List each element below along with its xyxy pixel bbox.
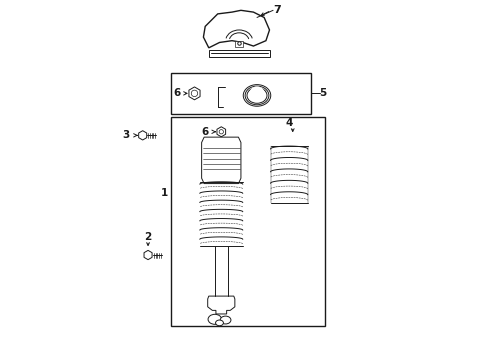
Polygon shape xyxy=(201,137,241,184)
Polygon shape xyxy=(188,87,200,100)
Text: 4: 4 xyxy=(285,118,292,128)
Text: 3: 3 xyxy=(122,130,130,140)
FancyBboxPatch shape xyxy=(234,41,243,47)
Text: 1: 1 xyxy=(160,188,167,198)
Bar xyxy=(171,117,324,327)
Text: 6: 6 xyxy=(173,88,181,98)
Text: 6: 6 xyxy=(201,127,208,137)
Ellipse shape xyxy=(249,86,264,97)
Ellipse shape xyxy=(191,90,197,96)
Polygon shape xyxy=(144,250,152,260)
Text: 5: 5 xyxy=(319,88,326,98)
Ellipse shape xyxy=(215,320,223,326)
Polygon shape xyxy=(217,127,225,137)
Polygon shape xyxy=(207,296,234,314)
Polygon shape xyxy=(139,131,146,140)
Ellipse shape xyxy=(219,130,223,134)
FancyBboxPatch shape xyxy=(208,50,269,58)
Bar xyxy=(171,73,310,114)
Ellipse shape xyxy=(207,314,221,324)
Text: 2: 2 xyxy=(144,232,151,242)
Text: 7: 7 xyxy=(272,5,280,15)
Polygon shape xyxy=(203,10,269,48)
Ellipse shape xyxy=(220,316,230,324)
